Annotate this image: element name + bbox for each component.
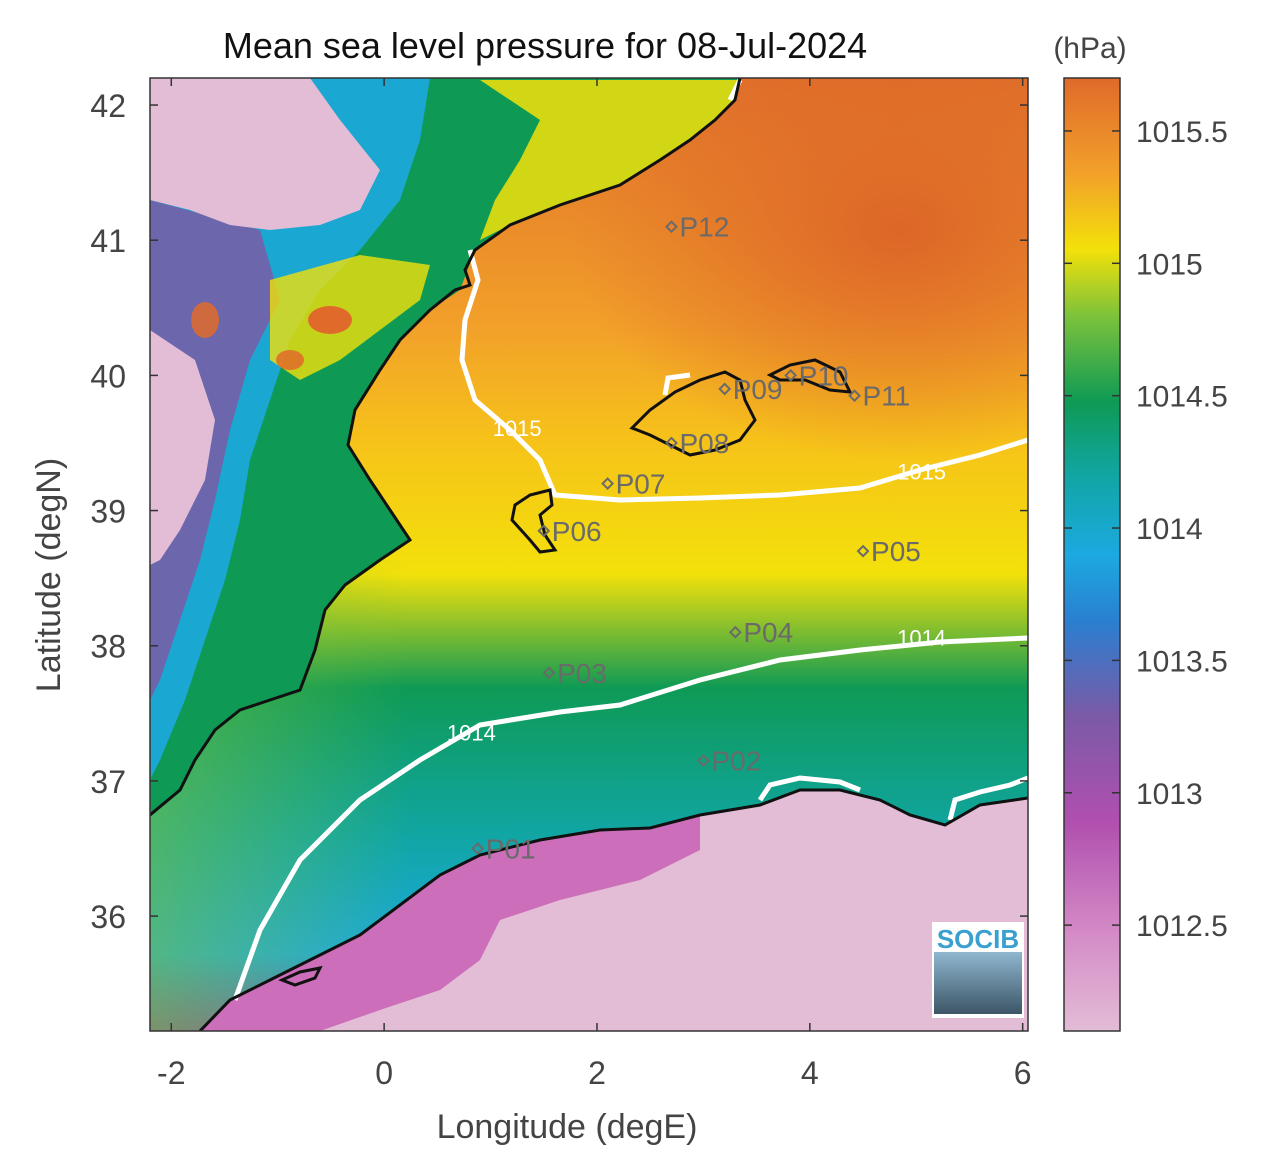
colorbar (1063, 77, 1121, 1032)
station-marker (784, 368, 798, 382)
station-marker (665, 220, 678, 234)
x-axis-label: Longitude (degE) (437, 1108, 698, 1146)
station-label: P03 (557, 658, 607, 689)
colorbar-tick-label: 1014 (1136, 513, 1203, 546)
y-tick-label: 38 (90, 629, 126, 665)
station-marker (471, 842, 485, 855)
africa-land-purple (200, 815, 700, 1031)
x-tick-label: 0 (375, 1055, 393, 1091)
station-label: P10 (799, 360, 849, 391)
station-label: P02 (711, 746, 761, 777)
colorbar-tick-label: 1013.5 (1136, 645, 1228, 678)
station-marker (696, 754, 710, 768)
x-tick-label: 2 (588, 1055, 606, 1091)
alboran-coast (278, 965, 323, 987)
station-marker (537, 524, 551, 538)
y-tick-label: 41 (90, 223, 126, 259)
iberia-land-interior-purple (150, 200, 280, 700)
y-tick-label: 42 (90, 88, 126, 124)
station-marker (601, 477, 615, 490)
map-frame (149, 77, 1029, 1032)
x-tick-label: 6 (1014, 1055, 1032, 1091)
station-marker (718, 382, 732, 396)
station-label: P09 (733, 374, 783, 405)
y-tick-label: 37 (90, 764, 126, 800)
contour-1015-mallorca (662, 372, 691, 396)
menorca-coast (766, 358, 853, 394)
contour-label: 1015 (897, 459, 946, 484)
iberia-high-spot (308, 306, 352, 334)
y-tick-label: 40 (90, 358, 126, 394)
x-tick-label: 4 (801, 1055, 819, 1091)
contour-label: 1015 (493, 416, 542, 441)
iberia-land-west-pink (150, 330, 215, 565)
colorbar-ticks: 1012.5 1013 1013.5 1014 1014.5 1015 1015.5 (1064, 116, 1228, 943)
x-tick-label: -2 (157, 1055, 185, 1091)
station-marker (848, 389, 861, 403)
station-label: P07 (616, 469, 666, 500)
iberia-land-coastal-yellow (480, 80, 740, 240)
station-label: P06 (552, 516, 602, 547)
contour-1015-north (459, 249, 1028, 503)
high-pressure-core (570, 78, 1028, 460)
contour-label: 1014 (897, 626, 946, 651)
colorbar-tick-label: 1015.5 (1136, 116, 1228, 149)
iberia-high-spot-3 (276, 350, 304, 370)
socib-logo-wave (934, 952, 1022, 1014)
contour-1013-east-a (757, 775, 861, 802)
contour-label: 1014 (447, 720, 496, 745)
y-axis-label: Latitude (degN) (30, 458, 68, 692)
station-marker (665, 436, 678, 450)
chart-title: Mean sea level pressure for 08-Jul-2024 (223, 25, 867, 66)
contour-1013-east-b (947, 775, 1028, 821)
contour-1014 (232, 635, 1028, 1001)
station-marker (728, 625, 742, 639)
y-tick-label: 39 (90, 494, 126, 530)
iberia-high-spot-2 (191, 302, 219, 338)
colorbar-unit: (hPa) (1053, 32, 1126, 65)
station-label: P05 (871, 536, 921, 567)
iberia-land-northwest-pink (150, 78, 380, 230)
y-tick-label: 36 (90, 899, 126, 935)
station-marker (856, 544, 870, 558)
y-axis-ticks: 36 37 38 39 40 41 42 (90, 88, 1028, 935)
station-label: P08 (679, 428, 729, 459)
iberia-coastline (150, 78, 742, 817)
station-label: P11 (863, 381, 911, 412)
station-label: P04 (743, 617, 793, 648)
station-label: P12 (679, 212, 729, 243)
contour-labels: 1015 1015 1014 1014 (447, 416, 946, 745)
socib-logo: SOCIB (932, 922, 1024, 1018)
station-marker (542, 666, 556, 680)
colorbar-tick-label: 1013 (1136, 778, 1203, 811)
colorbar-tick-label: 1015 (1136, 248, 1203, 281)
station-label: P01 (486, 834, 536, 865)
colorbar-tick-label: 1014.5 (1136, 381, 1228, 414)
colorbar-tick-label: 1012.5 (1136, 910, 1228, 943)
socib-logo-text: SOCIB (937, 924, 1019, 954)
africa-coastline (198, 788, 1028, 1031)
x-axis-ticks: -2 0 2 4 6 (157, 78, 1032, 1091)
